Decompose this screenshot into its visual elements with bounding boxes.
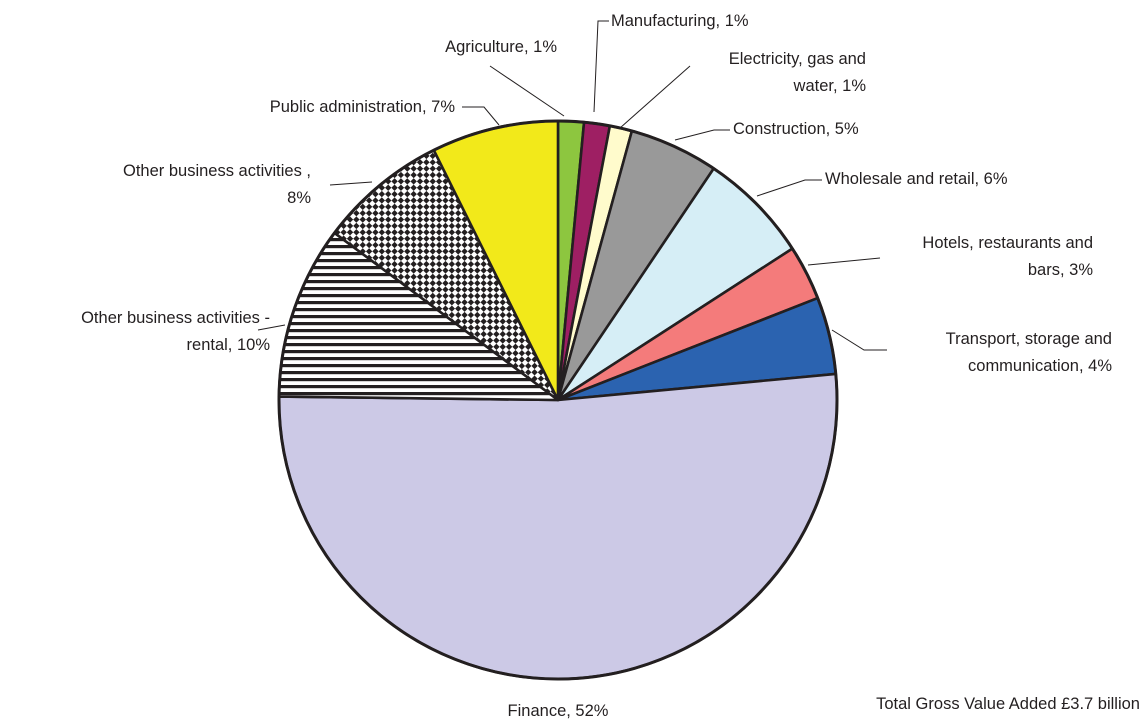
leader-line-wholesale <box>756 179 822 197</box>
leader-lines <box>257 20 887 351</box>
slice-label-wholesale: Wholesale and retail, 6% <box>825 170 1008 188</box>
slice-label-line: rental, 10% <box>187 336 271 354</box>
slice-label-other-rental: Other business activities - rental, 10% <box>81 309 270 354</box>
pie-slices <box>277 119 839 681</box>
pie-outline <box>277 119 839 681</box>
slice-label-line: Transport, storage and <box>946 330 1112 348</box>
slice-label-other-business: Other business activities , 8% <box>123 162 311 207</box>
slice-label-line: Other business activities , <box>123 162 311 180</box>
leader-line-manufacturing <box>593 20 609 113</box>
slice-label-line: Construction, 5% <box>733 120 859 138</box>
slice-label-public-admin: Public administration, 7% <box>270 98 456 116</box>
slice-label-line: Manufacturing, 1% <box>611 12 749 30</box>
total-gva-label: Total Gross Value Added £3.7 billion <box>876 695 1140 713</box>
slice-label-electricity: Electricity, gas and water, 1% <box>729 50 867 95</box>
slice-label-line: water, 1% <box>793 77 867 95</box>
slice-label-agriculture: Agriculture, 1% <box>445 38 557 56</box>
slice-label-manufacturing: Manufacturing, 1% <box>611 12 749 30</box>
slice-label-line: 8% <box>287 189 311 207</box>
pie-slice-finance <box>277 372 839 681</box>
leader-line-electricity <box>619 65 691 129</box>
slice-label-line: bars, 3% <box>1028 261 1093 279</box>
slice-label-construction: Construction, 5% <box>733 120 859 138</box>
slice-label-line: Public administration, 7% <box>270 98 456 116</box>
slice-label-finance: Finance, 52% <box>508 702 609 720</box>
slice-label-line: Agriculture, 1% <box>445 38 557 56</box>
slice-label-hotels: Hotels, restaurants and bars, 3% <box>922 234 1093 279</box>
slice-labels: Agriculture, 1% Manufacturing, 1% Electric… <box>81 12 1112 720</box>
leader-line-public-admin <box>462 106 500 126</box>
leader-line-construction <box>674 129 730 141</box>
slice-label-line: Electricity, gas and <box>729 50 866 68</box>
slice-label-line: Hotels, restaurants and <box>922 234 1093 252</box>
leader-line-other-rental <box>257 324 286 331</box>
slice-label-transport: Transport, storage and communication, 4% <box>946 330 1113 375</box>
leader-line-other-business <box>329 181 373 186</box>
slice-label-line: Other business activities - <box>81 309 270 327</box>
slice-label-line: communication, 4% <box>968 357 1112 375</box>
leader-line-transport <box>831 329 887 351</box>
slice-label-line: Wholesale and retail, 6% <box>825 170 1008 188</box>
slice-label-line: Finance, 52% <box>508 702 609 720</box>
leader-line-hotels <box>807 257 881 266</box>
leader-line-agriculture <box>489 65 565 117</box>
